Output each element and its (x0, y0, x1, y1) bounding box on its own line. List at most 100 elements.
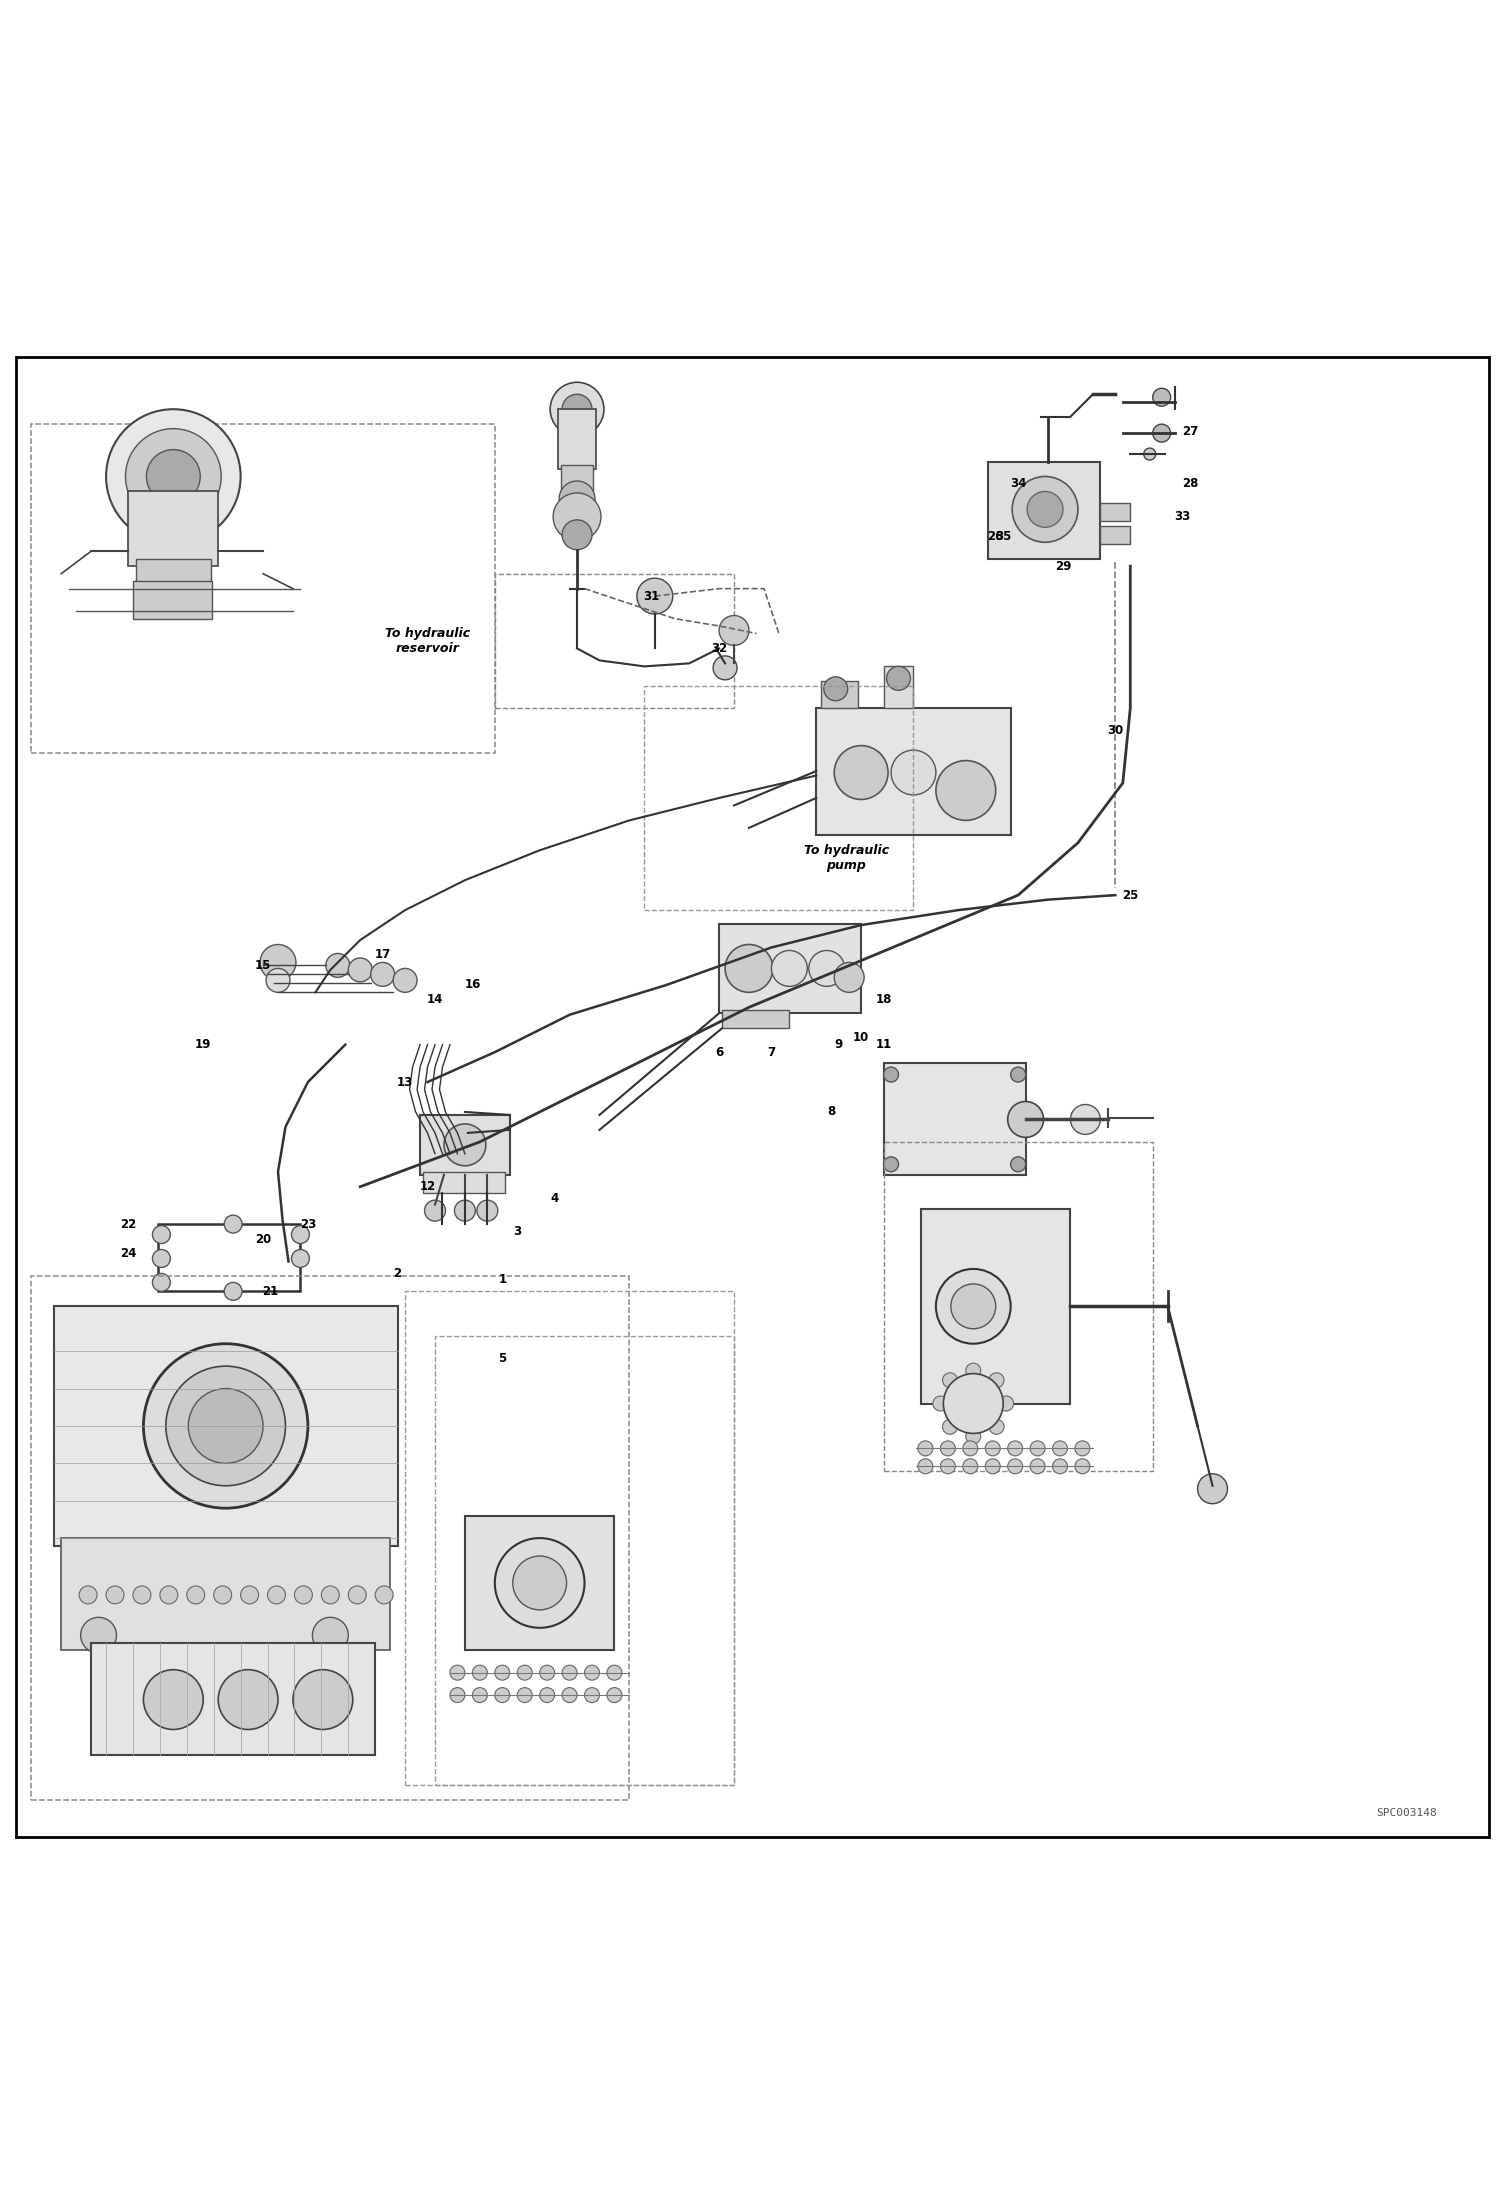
Circle shape (494, 1538, 584, 1628)
Circle shape (454, 1200, 475, 1222)
Circle shape (472, 1665, 487, 1681)
Circle shape (153, 1226, 171, 1244)
Text: 26: 26 (987, 529, 1004, 542)
Circle shape (133, 1586, 151, 1604)
Circle shape (1144, 448, 1155, 461)
Text: 4: 4 (550, 1191, 559, 1205)
Polygon shape (821, 682, 858, 709)
Circle shape (989, 1373, 1004, 1389)
Text: 15: 15 (255, 959, 271, 972)
Circle shape (584, 1665, 599, 1681)
Circle shape (313, 1617, 348, 1654)
Circle shape (834, 746, 888, 799)
Circle shape (553, 494, 601, 540)
Circle shape (1013, 476, 1079, 542)
Text: 17: 17 (374, 948, 391, 961)
Circle shape (933, 1395, 948, 1411)
Circle shape (449, 1665, 464, 1681)
Text: 21: 21 (262, 1286, 279, 1299)
Circle shape (370, 963, 394, 987)
Text: 30: 30 (1107, 724, 1124, 737)
Circle shape (562, 520, 592, 551)
Polygon shape (719, 924, 861, 1014)
Circle shape (517, 1687, 532, 1703)
Circle shape (989, 1420, 1004, 1435)
Circle shape (268, 1586, 286, 1604)
Text: 25: 25 (1122, 889, 1138, 902)
Circle shape (292, 1251, 310, 1268)
Circle shape (884, 1156, 899, 1172)
Circle shape (941, 1459, 956, 1474)
Circle shape (725, 943, 773, 992)
Circle shape (106, 1586, 124, 1604)
Polygon shape (989, 461, 1101, 559)
Circle shape (550, 382, 604, 437)
Circle shape (494, 1665, 509, 1681)
Circle shape (936, 1268, 1011, 1343)
Text: 13: 13 (397, 1075, 413, 1088)
Circle shape (241, 1586, 259, 1604)
Circle shape (443, 1123, 485, 1165)
Circle shape (559, 480, 595, 518)
Circle shape (327, 954, 349, 976)
Circle shape (494, 1687, 509, 1703)
Text: 12: 12 (419, 1180, 436, 1194)
Polygon shape (1101, 502, 1131, 522)
Text: 31: 31 (644, 590, 661, 603)
Circle shape (189, 1389, 264, 1463)
Text: 14: 14 (427, 994, 443, 1007)
Polygon shape (921, 1209, 1071, 1404)
Circle shape (292, 1226, 310, 1244)
Circle shape (374, 1586, 392, 1604)
Circle shape (472, 1687, 487, 1703)
Polygon shape (722, 1009, 789, 1029)
Circle shape (424, 1200, 445, 1222)
Circle shape (941, 1441, 956, 1457)
Text: 2: 2 (394, 1266, 401, 1279)
Circle shape (225, 1215, 243, 1233)
Circle shape (562, 1665, 577, 1681)
Circle shape (153, 1251, 171, 1268)
Text: 10: 10 (852, 1031, 869, 1044)
Circle shape (942, 1373, 957, 1389)
Polygon shape (136, 559, 211, 588)
Text: 9: 9 (834, 1038, 843, 1051)
Circle shape (966, 1362, 981, 1378)
Text: 19: 19 (195, 1038, 211, 1051)
Circle shape (261, 943, 297, 981)
Circle shape (160, 1586, 178, 1604)
Circle shape (1008, 1459, 1023, 1474)
Polygon shape (884, 667, 914, 709)
Circle shape (1053, 1459, 1068, 1474)
Circle shape (517, 1665, 532, 1681)
Circle shape (81, 1617, 117, 1654)
Polygon shape (816, 709, 1011, 836)
Polygon shape (884, 1062, 1026, 1174)
Text: 11: 11 (875, 1038, 891, 1051)
Circle shape (1008, 1101, 1044, 1136)
Circle shape (1008, 1441, 1023, 1457)
Text: 16: 16 (464, 979, 481, 992)
Circle shape (322, 1586, 340, 1604)
Circle shape (348, 959, 372, 983)
Circle shape (225, 1283, 243, 1301)
Circle shape (1076, 1459, 1091, 1474)
Polygon shape (557, 410, 596, 470)
Circle shape (771, 950, 807, 987)
Circle shape (1031, 1441, 1046, 1457)
Text: 24: 24 (120, 1248, 136, 1262)
Circle shape (834, 963, 864, 992)
Circle shape (294, 1670, 352, 1729)
Circle shape (562, 1687, 577, 1703)
Circle shape (942, 1420, 957, 1435)
Text: To hydraulic
pump: To hydraulic pump (803, 845, 888, 871)
Circle shape (348, 1586, 366, 1604)
Text: 35: 35 (995, 529, 1011, 542)
Circle shape (936, 761, 996, 821)
Circle shape (106, 410, 241, 544)
Circle shape (986, 1441, 1001, 1457)
Polygon shape (422, 1172, 505, 1194)
Text: 32: 32 (712, 643, 727, 656)
Circle shape (267, 968, 291, 992)
Circle shape (512, 1556, 566, 1610)
